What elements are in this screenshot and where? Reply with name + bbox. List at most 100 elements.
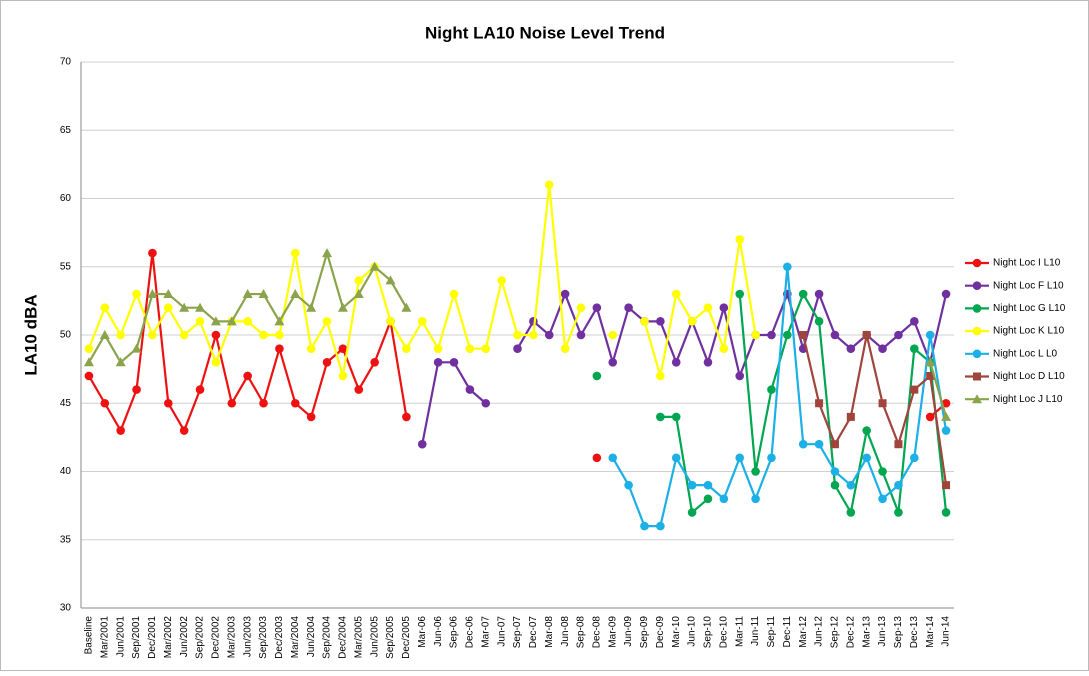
marker — [529, 330, 538, 340]
marker — [227, 398, 237, 408]
marker — [941, 398, 951, 408]
y-tick-label: 55 — [60, 261, 72, 272]
marker — [449, 358, 459, 367]
marker — [449, 289, 459, 299]
y-tick-label: 30 — [60, 603, 72, 614]
marker — [910, 344, 919, 353]
marker — [576, 330, 586, 340]
marker — [116, 426, 125, 435]
marker — [353, 289, 364, 299]
x-tick-label: Sep/2002 — [195, 616, 206, 659]
marker — [925, 330, 935, 340]
marker — [925, 412, 935, 422]
marker — [910, 317, 919, 326]
series-line — [87, 184, 757, 377]
x-tick-label: Sep/2005 — [385, 616, 396, 659]
marker — [719, 494, 729, 504]
marker — [529, 317, 538, 326]
marker — [259, 330, 268, 340]
marker — [592, 303, 602, 313]
marker — [751, 330, 760, 340]
x-tick-label: Dec-11 — [782, 616, 793, 648]
marker — [385, 275, 396, 285]
marker — [687, 480, 697, 490]
marker — [306, 344, 316, 353]
marker — [926, 371, 935, 380]
marker — [878, 344, 887, 353]
marker — [830, 330, 840, 340]
marker — [972, 304, 982, 313]
x-tick-label: Mar-08 — [544, 616, 555, 648]
marker — [878, 467, 887, 476]
x-tick-label: Jun-13 — [877, 616, 888, 647]
marker — [131, 343, 142, 353]
series-line — [611, 266, 948, 528]
marker — [83, 357, 94, 367]
x-tick-label: Jun-11 — [750, 616, 761, 646]
marker — [179, 302, 190, 312]
marker — [846, 480, 856, 490]
marker — [402, 344, 411, 353]
marker — [275, 344, 284, 353]
marker — [846, 412, 855, 421]
marker — [99, 330, 110, 339]
marker — [687, 508, 697, 517]
marker — [814, 317, 824, 326]
marker — [132, 289, 141, 299]
marker — [608, 330, 618, 340]
marker — [148, 330, 157, 340]
legend-label: Night Loc G L10 — [993, 303, 1066, 314]
marker — [338, 371, 348, 381]
marker — [894, 440, 903, 449]
marker — [259, 398, 268, 408]
marker — [433, 344, 443, 353]
marker — [258, 289, 269, 299]
x-tick-label: Mar-11 — [734, 616, 745, 647]
x-tick-label: Mar-09 — [607, 616, 618, 648]
marker — [337, 302, 348, 312]
marker — [147, 289, 158, 299]
x-tick-label: Mar/2001 — [99, 616, 110, 659]
marker — [687, 317, 697, 326]
marker — [972, 326, 982, 336]
x-tick-label: Sep-08 — [576, 616, 587, 649]
x-tick-label: Dec/2002 — [211, 616, 222, 659]
marker — [179, 426, 189, 435]
marker — [972, 281, 982, 291]
marker — [560, 289, 570, 299]
marker — [354, 385, 364, 394]
marker — [322, 317, 332, 326]
legend-label: Night Loc L L0 — [993, 348, 1058, 359]
marker — [783, 330, 792, 340]
x-tick-label: Jun/2003 — [242, 616, 253, 658]
y-axis-label: LA10 dBA — [21, 294, 40, 375]
marker — [592, 371, 602, 381]
marker — [894, 508, 903, 517]
marker — [671, 289, 681, 299]
marker — [846, 344, 856, 353]
marker — [862, 331, 871, 339]
marker — [322, 358, 332, 367]
marker — [433, 358, 443, 367]
marker — [338, 344, 348, 353]
marker — [767, 453, 776, 463]
marker — [830, 480, 840, 490]
x-tick-label: Mar/2005 — [353, 616, 364, 659]
legend-label: Night Loc D L10 — [993, 371, 1065, 382]
marker — [719, 303, 729, 313]
series-line — [660, 291, 948, 516]
x-tick-label: Mar/2002 — [163, 616, 174, 659]
marker — [656, 317, 665, 326]
marker — [941, 508, 951, 517]
marker — [910, 385, 919, 394]
x-tick-label: Jun-07 — [496, 616, 507, 647]
marker — [925, 357, 936, 367]
x-tick-label: Jun-14 — [941, 616, 952, 647]
marker — [624, 303, 633, 313]
y-tick-label: 60 — [60, 193, 72, 204]
x-tick-label: Jun-10 — [687, 616, 698, 647]
x-tick-label: Baseline — [84, 616, 95, 655]
marker — [100, 398, 110, 408]
marker — [719, 344, 729, 353]
x-tick-label: Jun/2002 — [179, 616, 190, 658]
